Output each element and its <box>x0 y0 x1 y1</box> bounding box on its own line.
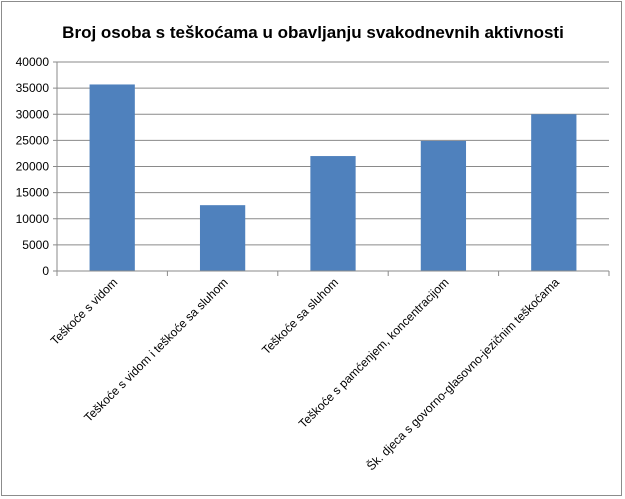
y-tick-label: 25000 <box>16 133 50 147</box>
y-tick-label: 30000 <box>16 107 50 121</box>
bar <box>310 156 356 271</box>
bar <box>531 114 577 271</box>
y-tick-label: 35000 <box>16 81 50 95</box>
y-tick-label: 10000 <box>16 212 50 226</box>
gridlines <box>57 61 609 246</box>
y-tick-label: 15000 <box>16 186 50 200</box>
bar <box>199 205 246 271</box>
bar <box>420 140 467 271</box>
bars <box>89 84 577 271</box>
y-tick-label: 40000 <box>16 55 50 69</box>
y-tick-label: 0 <box>42 264 49 278</box>
x-tick-label: Teškoće s vidom <box>48 275 121 348</box>
y-tick-label: 20000 <box>16 160 50 174</box>
y-tick-label: 5000 <box>22 238 49 252</box>
bar <box>89 84 135 271</box>
x-tick-label: Šk. djeca s govorno-glasovno-jezičnim te… <box>363 274 562 473</box>
x-tick-label: Teškoće sa sluhom <box>259 275 341 357</box>
y-axis: 0 5000 10000 15000 20000 25000 30000 35000 40000 <box>16 55 58 278</box>
chart-title: Broj osoba s teškoćama u obavljanju svak… <box>62 23 564 42</box>
